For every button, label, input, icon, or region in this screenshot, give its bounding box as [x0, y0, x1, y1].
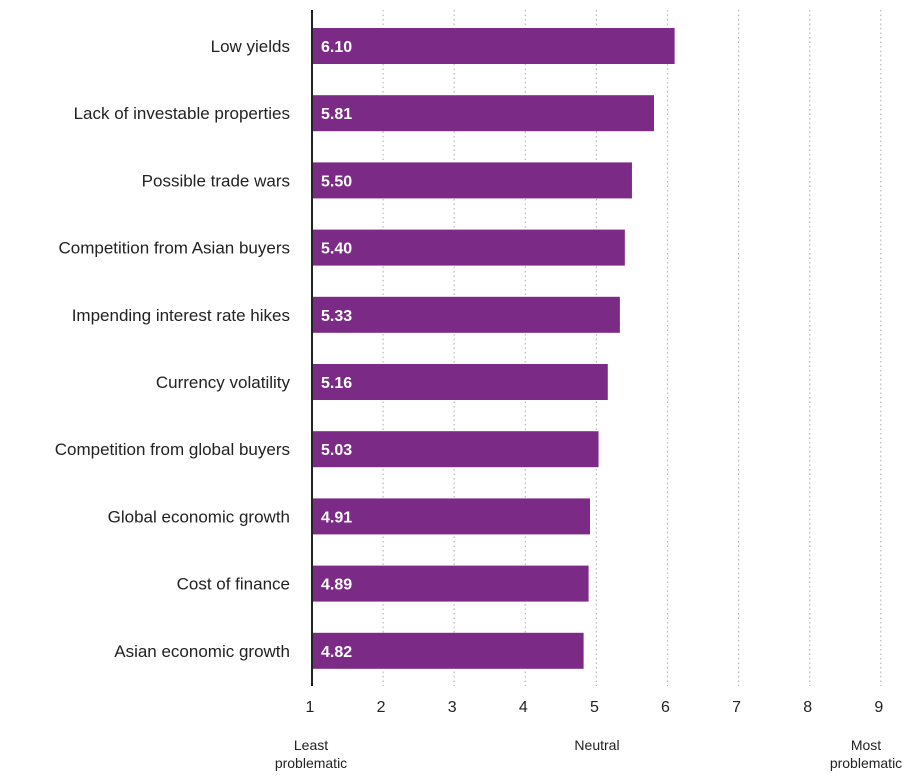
data-label: 4.89 [321, 577, 352, 594]
bar [312, 632, 584, 669]
data-label: 4.91 [321, 509, 352, 526]
bar [312, 296, 620, 333]
category-label: Cost of finance [177, 575, 290, 594]
x-tick-label: 4 [519, 699, 528, 716]
x-tick-label: 3 [448, 699, 457, 716]
bar [312, 229, 625, 266]
data-label: 6.10 [321, 39, 352, 56]
category-label: Competition from global buyers [55, 440, 290, 459]
bar [312, 565, 589, 602]
bar [312, 162, 632, 199]
category-label: Global economic growth [108, 507, 290, 526]
x-tick-label: 5 [590, 699, 599, 716]
bar [312, 364, 608, 400]
category-label: Competition from Asian buyers [59, 239, 291, 258]
category-label: Lack of investable properties [74, 104, 290, 123]
data-label: 5.03 [321, 442, 352, 459]
data-label: 5.40 [321, 241, 352, 258]
category-label: Currency volatility [156, 373, 291, 392]
data-label: 5.16 [321, 375, 352, 392]
x-tick-label: 6 [661, 699, 670, 716]
data-label: 4.82 [321, 644, 352, 661]
scale-label-neutral: Neutral [574, 737, 619, 753]
x-tick-label: 1 [306, 699, 315, 716]
category-label: Possible trade wars [142, 171, 290, 190]
data-label: 5.50 [321, 173, 352, 190]
bar [312, 498, 591, 535]
x-tick-label: 2 [377, 699, 386, 716]
scale-label-most-problematic: Most [851, 737, 881, 753]
scale-label-most-problematic: problematic [830, 755, 902, 771]
x-tick-label: 7 [732, 699, 741, 716]
data-label: 5.33 [321, 308, 352, 325]
bar [312, 431, 599, 468]
category-label: Asian economic growth [114, 642, 290, 661]
x-tick-label: 8 [803, 699, 812, 716]
bar [312, 95, 654, 132]
bar [312, 28, 675, 64]
scale-label-least-problematic: problematic [275, 755, 347, 771]
scale-label-least-problematic: Least [294, 737, 328, 753]
x-tick-label: 9 [874, 699, 883, 716]
category-label: Low yields [211, 37, 290, 56]
category-label: Impending interest rate hikes [72, 306, 290, 325]
data-label: 5.81 [321, 106, 352, 123]
